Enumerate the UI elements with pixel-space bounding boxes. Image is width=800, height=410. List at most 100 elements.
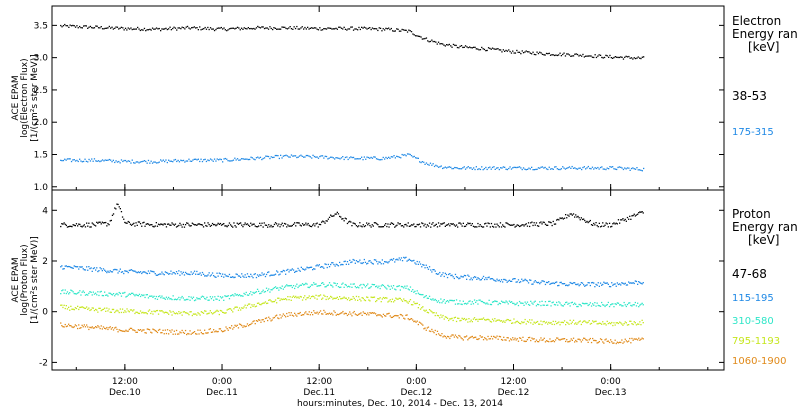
proton-point-3	[475, 319, 477, 321]
proton-point-4	[118, 329, 120, 331]
proton-point-2	[375, 286, 377, 288]
proton-point-1	[606, 282, 608, 284]
proton-point-2	[366, 284, 368, 287]
proton-point-2	[78, 291, 80, 294]
electron-point-0	[312, 27, 314, 29]
proton-point-0	[504, 226, 506, 228]
proton-point-4	[225, 326, 227, 328]
proton-point-0	[255, 226, 258, 228]
proton-point-2	[559, 302, 561, 304]
proton-point-2	[448, 301, 450, 303]
electron-point-1	[197, 158, 199, 160]
electron-point-0	[201, 28, 204, 30]
proton-point-0	[485, 222, 487, 224]
electron-ytick-label: 1.5	[34, 150, 48, 160]
proton-point-0	[105, 221, 107, 224]
electron-point-0	[427, 40, 429, 42]
proton-point-1	[504, 278, 506, 281]
proton-point-0	[525, 223, 527, 225]
electron-point-0	[582, 53, 584, 56]
proton-point-0	[135, 222, 137, 224]
proton-point-0	[84, 226, 87, 228]
electron-point-1	[278, 157, 280, 160]
proton-point-0	[634, 215, 636, 217]
proton-point-0	[549, 221, 551, 223]
proton-point-2	[499, 303, 502, 305]
proton-point-0	[64, 223, 66, 225]
proton-point-0	[317, 226, 319, 228]
electron-point-0	[616, 56, 618, 58]
electron-point-1	[142, 160, 144, 162]
proton-point-2	[384, 286, 386, 288]
proton-point-3	[313, 295, 315, 298]
proton-point-4	[633, 338, 635, 340]
electron-point-0	[211, 28, 213, 30]
proton-point-3	[348, 297, 350, 299]
proton-point-2	[599, 305, 602, 307]
electron-point-1	[479, 168, 482, 171]
proton-point-1	[568, 284, 570, 286]
proton-point-2	[619, 304, 621, 306]
electron-point-0	[490, 48, 492, 50]
electron-point-1	[361, 156, 363, 158]
proton-point-4	[97, 325, 99, 327]
proton-point-2	[299, 284, 301, 286]
proton-point-4	[120, 330, 123, 332]
electron-point-0	[629, 57, 631, 59]
electron-point-0	[439, 43, 441, 45]
electron-point-1	[412, 156, 414, 158]
proton-point-1	[117, 272, 119, 274]
proton-point-0	[174, 223, 177, 225]
electron-point-0	[332, 28, 334, 30]
proton-point-4	[74, 324, 76, 326]
proton-point-2	[152, 296, 154, 298]
proton-point-1	[368, 260, 370, 262]
electron-point-0	[186, 25, 189, 28]
proton-point-3	[561, 321, 563, 323]
electron-point-0	[285, 27, 287, 30]
electron-point-1	[151, 162, 154, 164]
proton-point-3	[344, 297, 346, 299]
proton-point-3	[634, 322, 636, 324]
proton-point-1	[216, 272, 218, 274]
proton-point-0	[316, 222, 318, 224]
proton-point-4	[539, 339, 541, 341]
proton-point-2	[350, 283, 352, 285]
electron-point-0	[402, 29, 405, 31]
proton-point-4	[73, 326, 75, 328]
proton-point-4	[436, 330, 439, 332]
proton-point-4	[482, 339, 485, 341]
proton-point-4	[515, 339, 517, 341]
electron-point-1	[419, 161, 421, 163]
proton-point-0	[68, 226, 70, 228]
proton-point-3	[452, 319, 454, 322]
electron-point-0	[223, 27, 225, 29]
proton-point-1	[130, 269, 133, 271]
proton-point-4	[385, 315, 387, 317]
proton-point-3	[334, 297, 336, 300]
proton-point-0	[471, 223, 473, 225]
proton-point-1	[205, 275, 207, 277]
proton-point-3	[178, 311, 180, 313]
proton-point-4	[611, 341, 613, 343]
proton-point-1	[505, 279, 507, 281]
proton-point-4	[520, 337, 522, 339]
proton-point-2	[593, 304, 595, 306]
proton-point-3	[73, 309, 75, 311]
proton-point-0	[517, 224, 520, 227]
proton-point-0	[144, 225, 146, 227]
proton-point-4	[170, 331, 172, 333]
proton-point-1	[351, 261, 353, 263]
proton-point-3	[398, 297, 400, 299]
proton-point-3	[89, 309, 91, 312]
proton-point-4	[132, 329, 134, 331]
proton-point-1	[237, 275, 240, 277]
proton-point-3	[378, 298, 380, 300]
proton-point-0	[199, 223, 201, 226]
proton-point-3	[424, 310, 426, 312]
proton-point-0	[326, 220, 328, 222]
proton-point-2	[324, 286, 326, 288]
electron-point-0	[602, 57, 604, 59]
proton-point-0	[588, 220, 590, 223]
proton-point-2	[267, 289, 269, 292]
